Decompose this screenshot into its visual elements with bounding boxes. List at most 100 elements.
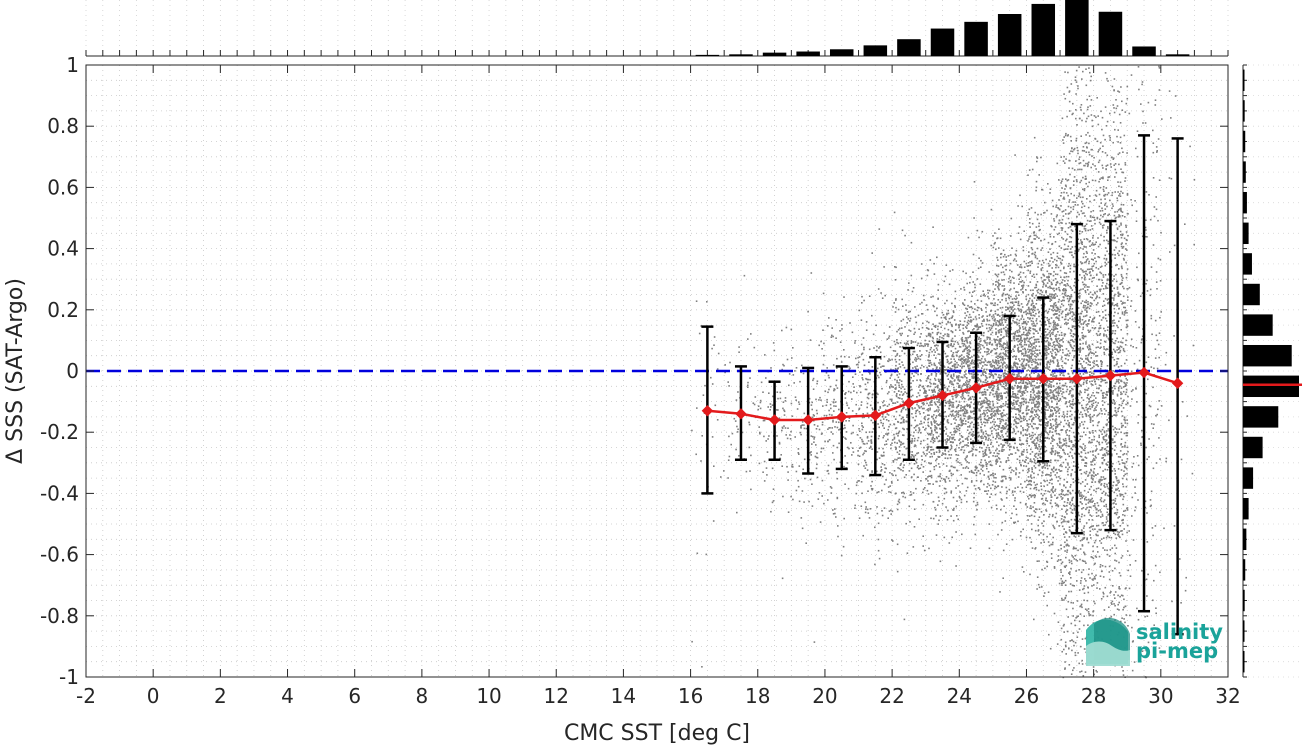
scatter-point xyxy=(960,405,962,407)
scatter-point xyxy=(823,364,825,366)
scatter-point xyxy=(729,362,731,364)
scatter-point xyxy=(928,334,930,336)
scatter-point xyxy=(781,430,783,432)
scatter-point xyxy=(956,401,958,403)
scatter-point xyxy=(979,451,981,453)
scatter-point xyxy=(870,405,872,407)
scatter-point xyxy=(803,501,805,503)
scatter-point xyxy=(796,490,798,492)
scatter-point xyxy=(872,431,874,433)
scatter-point xyxy=(821,433,823,435)
scatter-point xyxy=(1027,443,1029,445)
scatter-point xyxy=(939,451,941,453)
scatter-point xyxy=(925,455,927,457)
scatter-point xyxy=(967,331,969,333)
scatter-point xyxy=(1023,328,1025,330)
scatter-point xyxy=(1052,206,1054,208)
scatter-point xyxy=(966,339,968,341)
scatter-point xyxy=(1056,433,1058,435)
scatter-point xyxy=(1023,571,1025,573)
scatter-point xyxy=(972,367,974,369)
scatter-point xyxy=(1028,409,1030,411)
scatter-point xyxy=(913,474,915,476)
scatter-point xyxy=(737,429,739,431)
scatter-point xyxy=(998,393,1000,395)
scatter-point xyxy=(971,301,973,303)
scatter-point xyxy=(945,319,947,321)
scatter-point xyxy=(927,345,929,347)
scatter-point xyxy=(895,368,897,370)
scatter-point xyxy=(870,440,872,442)
scatter-point xyxy=(964,361,966,363)
scatter-point xyxy=(999,458,1001,460)
scatter-point xyxy=(968,433,970,435)
scatter-point xyxy=(951,317,953,319)
scatter-point xyxy=(1022,349,1024,351)
scatter-point xyxy=(973,319,975,321)
scatter-point xyxy=(975,455,977,457)
scatter-point xyxy=(856,413,858,415)
scatter-point xyxy=(914,306,916,308)
scatter-point xyxy=(1057,360,1059,362)
scatter-point xyxy=(767,438,769,440)
scatter-point xyxy=(861,439,863,441)
scatter-point xyxy=(980,326,982,328)
scatter-point xyxy=(973,377,975,379)
scatter-point xyxy=(1035,345,1037,347)
scatter-point xyxy=(1003,373,1005,375)
scatter-point xyxy=(952,384,954,386)
scatter-point xyxy=(886,443,888,445)
scatter-point xyxy=(940,373,942,375)
scatter-point xyxy=(963,366,965,368)
scatter-point xyxy=(1007,435,1009,437)
scatter-point xyxy=(889,510,891,512)
scatter-point xyxy=(931,424,933,426)
scatter-point xyxy=(1001,330,1003,332)
scatter-point xyxy=(770,403,772,405)
scatter-point xyxy=(869,295,871,297)
scatter-point xyxy=(957,461,959,463)
scatter-point xyxy=(906,416,908,418)
scatter-point xyxy=(951,402,953,404)
scatter-point xyxy=(1002,439,1004,441)
scatter-point xyxy=(898,421,900,423)
scatter-point xyxy=(811,409,813,411)
scatter-point xyxy=(931,328,933,330)
scatter-point xyxy=(998,280,1000,282)
scatter-point xyxy=(969,357,971,359)
scatter-point xyxy=(967,461,969,463)
scatter-point xyxy=(921,423,923,425)
scatter-point xyxy=(1038,359,1040,361)
scatter-point xyxy=(832,509,834,511)
scatter-point xyxy=(994,232,996,234)
scatter-point xyxy=(998,360,1000,362)
scatter-point xyxy=(928,344,930,346)
scatter-point xyxy=(749,470,751,472)
scatter-point xyxy=(972,291,974,293)
scatter-point xyxy=(969,336,971,338)
scatter-point xyxy=(942,503,944,505)
scatter-point xyxy=(872,366,874,368)
scatter-point xyxy=(891,386,893,388)
scatter-point xyxy=(1038,316,1040,318)
scatter-point xyxy=(935,515,937,517)
scatter-point xyxy=(1054,259,1056,261)
scatter-point xyxy=(995,334,997,336)
scatter-point xyxy=(999,323,1001,325)
scatter-point xyxy=(896,374,898,376)
scatter-point xyxy=(921,406,923,408)
scatter-point xyxy=(899,359,901,361)
scatter-point xyxy=(1012,349,1014,351)
scatter-point xyxy=(1025,296,1027,298)
scatter-point xyxy=(897,368,899,370)
scatter-point xyxy=(704,385,706,387)
scatter-point xyxy=(902,417,904,419)
scatter-point xyxy=(863,465,865,467)
scatter-point xyxy=(1033,482,1035,484)
scatter-point xyxy=(956,480,958,482)
scatter-point xyxy=(977,350,979,352)
scatter-point xyxy=(996,352,998,354)
scatter-point xyxy=(1016,403,1018,405)
scatter-point xyxy=(898,390,900,392)
scatter-point xyxy=(1001,253,1003,255)
